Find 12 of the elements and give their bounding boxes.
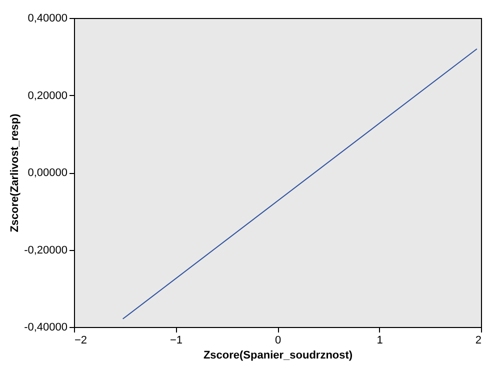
y-tick-label: 0,40000 [28, 12, 68, 24]
x-tick-label: 0 [274, 334, 282, 346]
x-axis-title: Zscore(Spanier_soudrznost) [203, 350, 353, 362]
y-axis-title: Zscore(Zarlivost_resp) [9, 113, 22, 232]
y-tick-label: 0,00000 [28, 167, 68, 179]
x-tick-label: 2 [475, 334, 482, 346]
y-tick-label: -0,40000 [24, 322, 68, 334]
x-tick-label: −2 [74, 334, 88, 346]
y-tick-label: -0,20000 [24, 244, 68, 256]
x-tick-label: 1 [376, 334, 383, 346]
x-tick-label: −1 [170, 334, 183, 346]
y-tick-label: 0,20000 [28, 90, 68, 102]
